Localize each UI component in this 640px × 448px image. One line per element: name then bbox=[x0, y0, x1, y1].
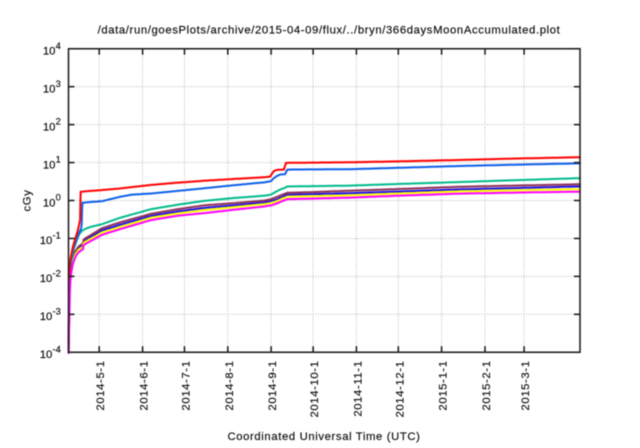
svg-text:/data/run/goesPlots/archive/20: /data/run/goesPlots/archive/2015-04-09/f… bbox=[98, 25, 561, 37]
svg-text:10: 10 bbox=[43, 84, 56, 96]
svg-text:0: 0 bbox=[56, 193, 61, 203]
svg-text:2014-9-1: 2014-9-1 bbox=[267, 360, 279, 410]
svg-text:-2: -2 bbox=[53, 269, 61, 279]
svg-text:cGy: cGy bbox=[22, 190, 34, 212]
svg-text:-3: -3 bbox=[53, 306, 61, 316]
svg-text:1: 1 bbox=[56, 155, 61, 165]
svg-text:2014-8-1: 2014-8-1 bbox=[224, 360, 236, 410]
svg-text:10: 10 bbox=[40, 311, 53, 323]
svg-text:-4: -4 bbox=[53, 344, 61, 354]
svg-text:Coordinated Universal Time (UT: Coordinated Universal Time (UTC) bbox=[227, 431, 420, 443]
svg-text:10: 10 bbox=[40, 349, 53, 361]
svg-text:2014-12-1: 2014-12-1 bbox=[394, 360, 406, 417]
svg-text:4: 4 bbox=[56, 41, 61, 51]
svg-text:2014-5-1: 2014-5-1 bbox=[95, 360, 107, 410]
svg-text:2015-3-1: 2015-3-1 bbox=[520, 360, 532, 410]
svg-text:2015-2-1: 2015-2-1 bbox=[481, 360, 493, 410]
svg-text:3: 3 bbox=[56, 79, 61, 89]
svg-text:2014-10-1: 2014-10-1 bbox=[309, 360, 321, 417]
svg-text:10: 10 bbox=[43, 197, 56, 209]
svg-text:2014-11-1: 2014-11-1 bbox=[352, 360, 364, 416]
svg-text:2014-7-1: 2014-7-1 bbox=[181, 360, 193, 410]
svg-text:2: 2 bbox=[56, 117, 61, 127]
svg-text:10: 10 bbox=[40, 273, 53, 285]
svg-text:10: 10 bbox=[43, 121, 56, 133]
svg-text:2014-6-1: 2014-6-1 bbox=[139, 360, 151, 410]
svg-text:10: 10 bbox=[43, 159, 56, 171]
svg-text:-1: -1 bbox=[53, 231, 61, 241]
svg-text:2015-1-1: 2015-1-1 bbox=[438, 360, 450, 410]
svg-text:10: 10 bbox=[43, 46, 56, 58]
svg-text:10: 10 bbox=[40, 235, 53, 247]
